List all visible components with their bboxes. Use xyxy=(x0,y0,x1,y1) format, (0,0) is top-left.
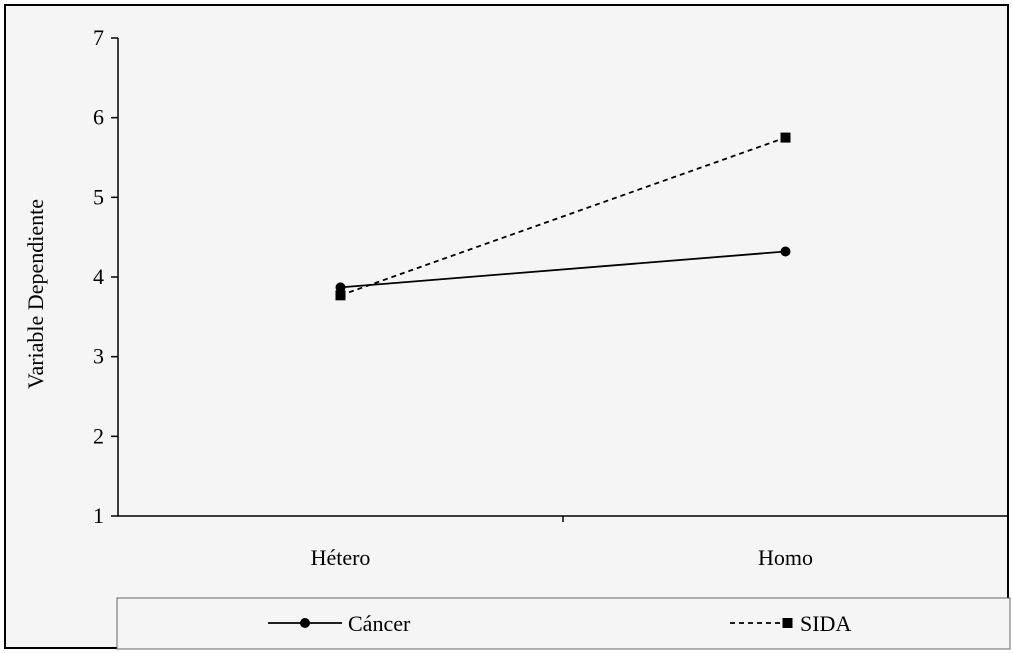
y-tick-label: 3 xyxy=(93,344,104,369)
series-line xyxy=(340,136,786,297)
chart-frame xyxy=(4,4,1009,649)
series-layer xyxy=(335,132,791,301)
data-point xyxy=(335,290,346,301)
legend-box xyxy=(116,597,1011,650)
x-tick-label: Homo xyxy=(758,545,813,570)
legend-entry: SIDA xyxy=(730,611,851,636)
legend: Cáncer SIDA xyxy=(268,611,851,636)
data-point xyxy=(335,282,346,293)
y-ticks: 1 2 3 4 5 6 7 xyxy=(93,25,118,528)
y-tick-label: 6 xyxy=(93,105,104,130)
data-point xyxy=(780,246,791,257)
data-point xyxy=(780,132,791,143)
y-tick-label: 5 xyxy=(93,184,104,209)
plot-area xyxy=(118,38,1008,516)
y-tick-label: 2 xyxy=(93,423,104,448)
x-tick-label: Hétero xyxy=(311,545,371,570)
y-axis-title: Variable Dependiente xyxy=(23,199,48,389)
legend-label: Cáncer xyxy=(348,611,411,636)
series-1 xyxy=(335,246,791,293)
x-ticks: Hétero Homo xyxy=(311,516,813,570)
legend-entry: Cáncer xyxy=(268,611,411,636)
series-2 xyxy=(335,132,791,301)
series-line xyxy=(340,250,786,289)
y-tick-label: 7 xyxy=(93,25,104,50)
y-tick-label: 1 xyxy=(93,503,104,528)
y-tick-label: 4 xyxy=(93,264,104,289)
legend-marker xyxy=(300,618,310,628)
legend-label: SIDA xyxy=(800,611,851,636)
legend-marker xyxy=(782,618,793,628)
